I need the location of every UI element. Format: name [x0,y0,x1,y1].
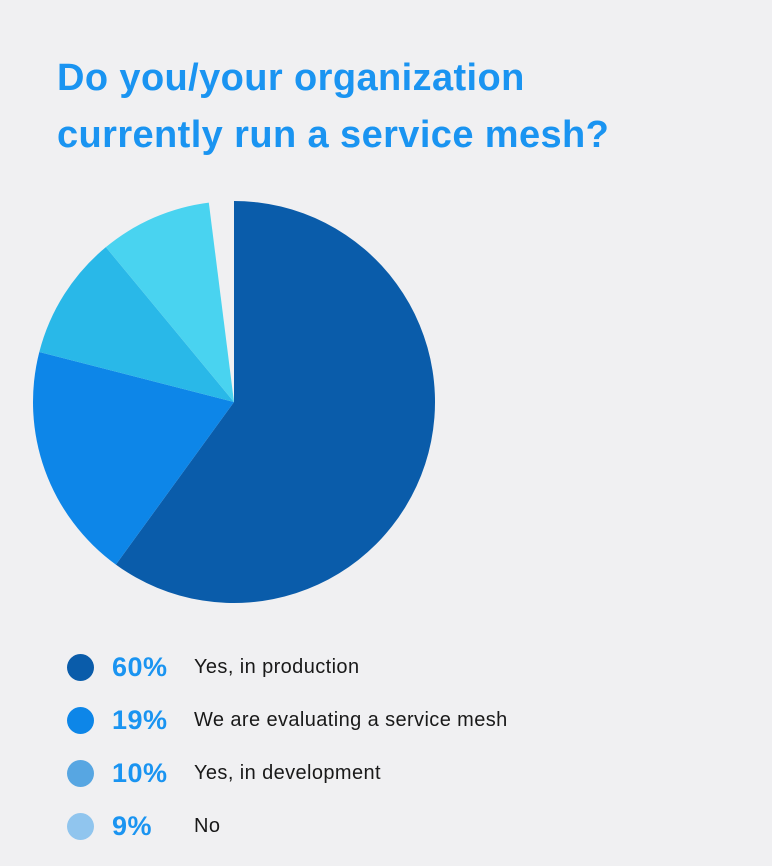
legend-label: No [194,815,221,837]
pie-slice [39,247,235,402]
pie-slice [32,352,234,565]
legend-dot-icon [67,813,94,840]
chart-title: Do you/your organization currently run a… [57,57,610,156]
legend: 60% Yes, in production 19% We are evalua… [67,641,508,853]
legend-item: 9% No [67,800,508,853]
legend-percent: 19% [112,705,168,735]
legend-item: 19% We are evaluating a service mesh [67,694,508,747]
legend-dot-icon [67,654,94,681]
legend-item: 10% Yes, in development [67,747,508,800]
legend-percent: 60% [112,652,168,682]
legend-percent: 10% [112,758,168,788]
pie-chart [31,199,437,605]
pie-slice [105,202,234,402]
legend-percent: 9% [112,811,153,841]
legend-dot-icon [67,707,94,734]
pie-chart-svg [32,201,436,604]
pie-slice [115,201,436,604]
legend-dot-icon [67,760,94,787]
legend-label: We are evaluating a service mesh [194,709,508,731]
legend-label: Yes, in production [194,656,360,678]
legend-item: 60% Yes, in production [67,641,508,694]
legend-label: Yes, in development [194,762,381,784]
